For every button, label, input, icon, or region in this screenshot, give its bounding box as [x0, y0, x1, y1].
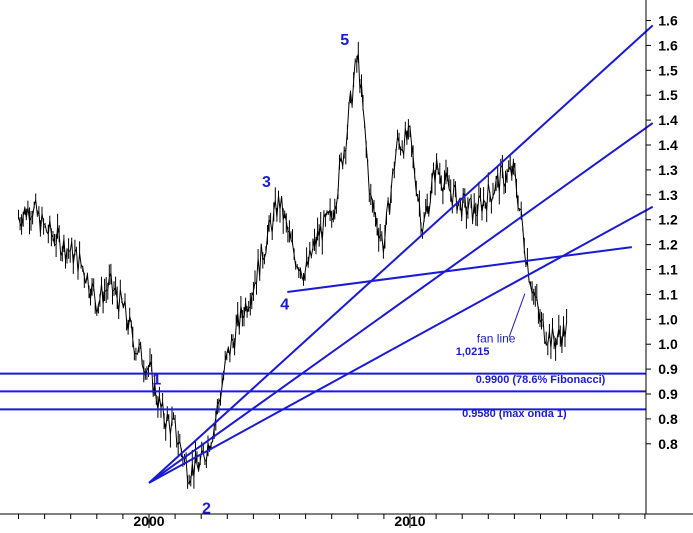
- wave-label-5: 5: [340, 32, 349, 49]
- trend-line-4: [287, 246, 632, 294]
- y-tick-label: 1.4: [658, 137, 678, 153]
- y-tick-label: 1.2: [658, 212, 678, 228]
- price-line: [18, 41, 568, 489]
- annotation-labels: 1 2 3 4 5 1,0215 0.9900 (78.6% Fibonacci) 0.958…: [152, 32, 605, 518]
- y-tick-label: 1.2: [658, 237, 678, 253]
- y-tick-label: 1.1: [658, 262, 678, 278]
- fan-line: [148, 24, 654, 484]
- wave-label-2: 2: [202, 501, 211, 518]
- wave-label-1: 1: [152, 372, 161, 389]
- y-tick-label: 1.0: [658, 336, 678, 352]
- y-tick-label: 0.9: [658, 386, 678, 402]
- wave-label-4: 4: [280, 296, 289, 313]
- fan-line: [148, 122, 654, 484]
- y-tick-label: 0.8: [658, 436, 678, 452]
- level-lines: [0, 372, 646, 411]
- level-label: 1,0215: [456, 346, 490, 358]
- fan-line: [148, 205, 654, 484]
- level-label: 0.9580 (max onda 1): [462, 408, 567, 420]
- fan-line-label: fan line: [477, 332, 516, 346]
- wave-label-3: 3: [262, 174, 271, 191]
- price-series: [18, 41, 568, 489]
- level-label: 0.9900 (78.6% Fibonacci): [476, 374, 606, 386]
- y-tick-label: 1.6: [658, 13, 678, 29]
- y-tick-label: 1.4: [658, 112, 678, 128]
- y-tick-label: 0.8: [658, 411, 678, 427]
- y-tick-label: 0.9: [658, 361, 678, 377]
- fan-lines: [148, 24, 654, 484]
- y-tick-label: 1.5: [658, 62, 678, 78]
- y-tick-label: 1.0: [658, 311, 678, 327]
- y-tick-label: 1.5: [658, 87, 678, 103]
- y-tick-label: 1.6: [658, 37, 678, 53]
- trend-line: [287, 246, 632, 294]
- fan-line-pointer: [508, 293, 526, 338]
- y-tick-label: 1.1: [658, 286, 678, 302]
- y-tick-label: 1.3: [658, 162, 678, 178]
- y-tick-label: 1.3: [658, 187, 678, 203]
